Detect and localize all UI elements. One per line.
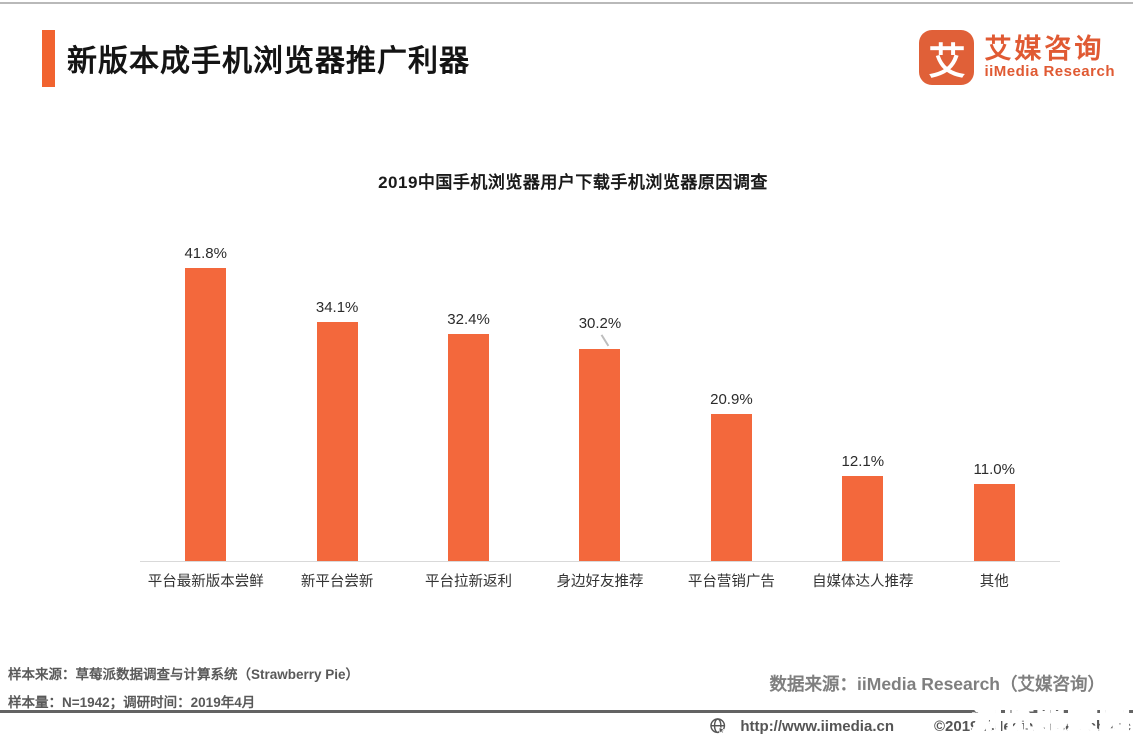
bar (842, 476, 884, 561)
bar-column: 30.2% 身边好友推荐 (534, 230, 665, 590)
bar-column: 32.4% 平台拉新返利 (403, 230, 534, 590)
bar-column: 12.1% 自媒体达人推荐 (797, 230, 928, 590)
chart-title: 2019中国手机浏览器用户下载手机浏览器原因调查 (378, 173, 768, 192)
footnote-sample-size: 样本量：N=1942；调研时间：2019年4月 (8, 695, 256, 710)
footer-copyright: ©2019 iiMedia Research Inc (934, 717, 1131, 735)
logo-name-en: iiMedia Research (984, 63, 1115, 81)
footnote-sample-source: 样本来源：草莓派数据调查与计算系统（Strawberry Pie） (8, 667, 360, 682)
title-accent-bar (42, 30, 55, 87)
bar (185, 268, 227, 561)
footer-divider (0, 710, 1133, 713)
category-label: 新平台尝新 (300, 574, 374, 590)
data-source-note: 数据来源：iiMedia Research（艾媒咨询） (769, 674, 1105, 694)
bar-value-label: 41.8% (184, 245, 227, 262)
bar (579, 349, 621, 561)
bar-value-label: 11.0% (973, 461, 1015, 478)
bar-column: 34.1% 新平台尝新 (271, 230, 402, 590)
bar (710, 414, 752, 561)
category-label: 身边好友推荐 (556, 574, 644, 590)
iimedia-logo: 艾 艾媒咨询 iiMedia Research (919, 30, 1115, 85)
category-label: 平台拉新返利 (425, 574, 513, 590)
footer-bar: http://www.iimedia.cn ©2019 iiMedia Rese… (709, 715, 1131, 737)
category-label: 平台营销广告 (687, 574, 775, 590)
bar-column: 20.9% 平台营销广告 (666, 230, 797, 590)
bar-column: 11.0% 其他 (929, 230, 1060, 590)
bar-value-label: 34.1% (315, 299, 359, 316)
bar (973, 484, 1015, 561)
logo-name-cn: 艾媒咨询 (984, 33, 1105, 64)
bar-value-label: 30.2% (578, 315, 622, 332)
bar (448, 334, 490, 561)
bar (316, 322, 358, 561)
category-label: 自媒体达人推荐 (812, 574, 914, 590)
bar-value-label: 20.9% (710, 391, 753, 408)
plot-area: 41.8% 平台最新版本尝鲜 34.1% 新平台尝新 32.4% 平台拉新返利 30.2% 身… (140, 230, 1060, 590)
logo-wordmark: 艾媒咨询 iiMedia Research (984, 33, 1115, 81)
globe-cursor-icon (710, 717, 726, 734)
bar-value-label: 32.4% (447, 311, 490, 328)
callout-leader-line (600, 334, 609, 347)
bar-value-label: 12.1% (841, 453, 885, 470)
footer-url[interactable]: http://www.iimedia.cn (740, 717, 894, 735)
category-label: 其他 (979, 574, 1009, 590)
iimedia-logo-icon: 艾 (919, 30, 975, 85)
bar-column: 41.8% 平台最新版本尝鲜 (140, 230, 271, 590)
top-divider (0, 2, 1133, 4)
watermark-browser-home: 浏览器家园 (970, 702, 1131, 737)
page-title: 新版本成手机浏览器推广利器 (67, 45, 470, 78)
category-label: 平台最新版本尝鲜 (147, 574, 264, 590)
